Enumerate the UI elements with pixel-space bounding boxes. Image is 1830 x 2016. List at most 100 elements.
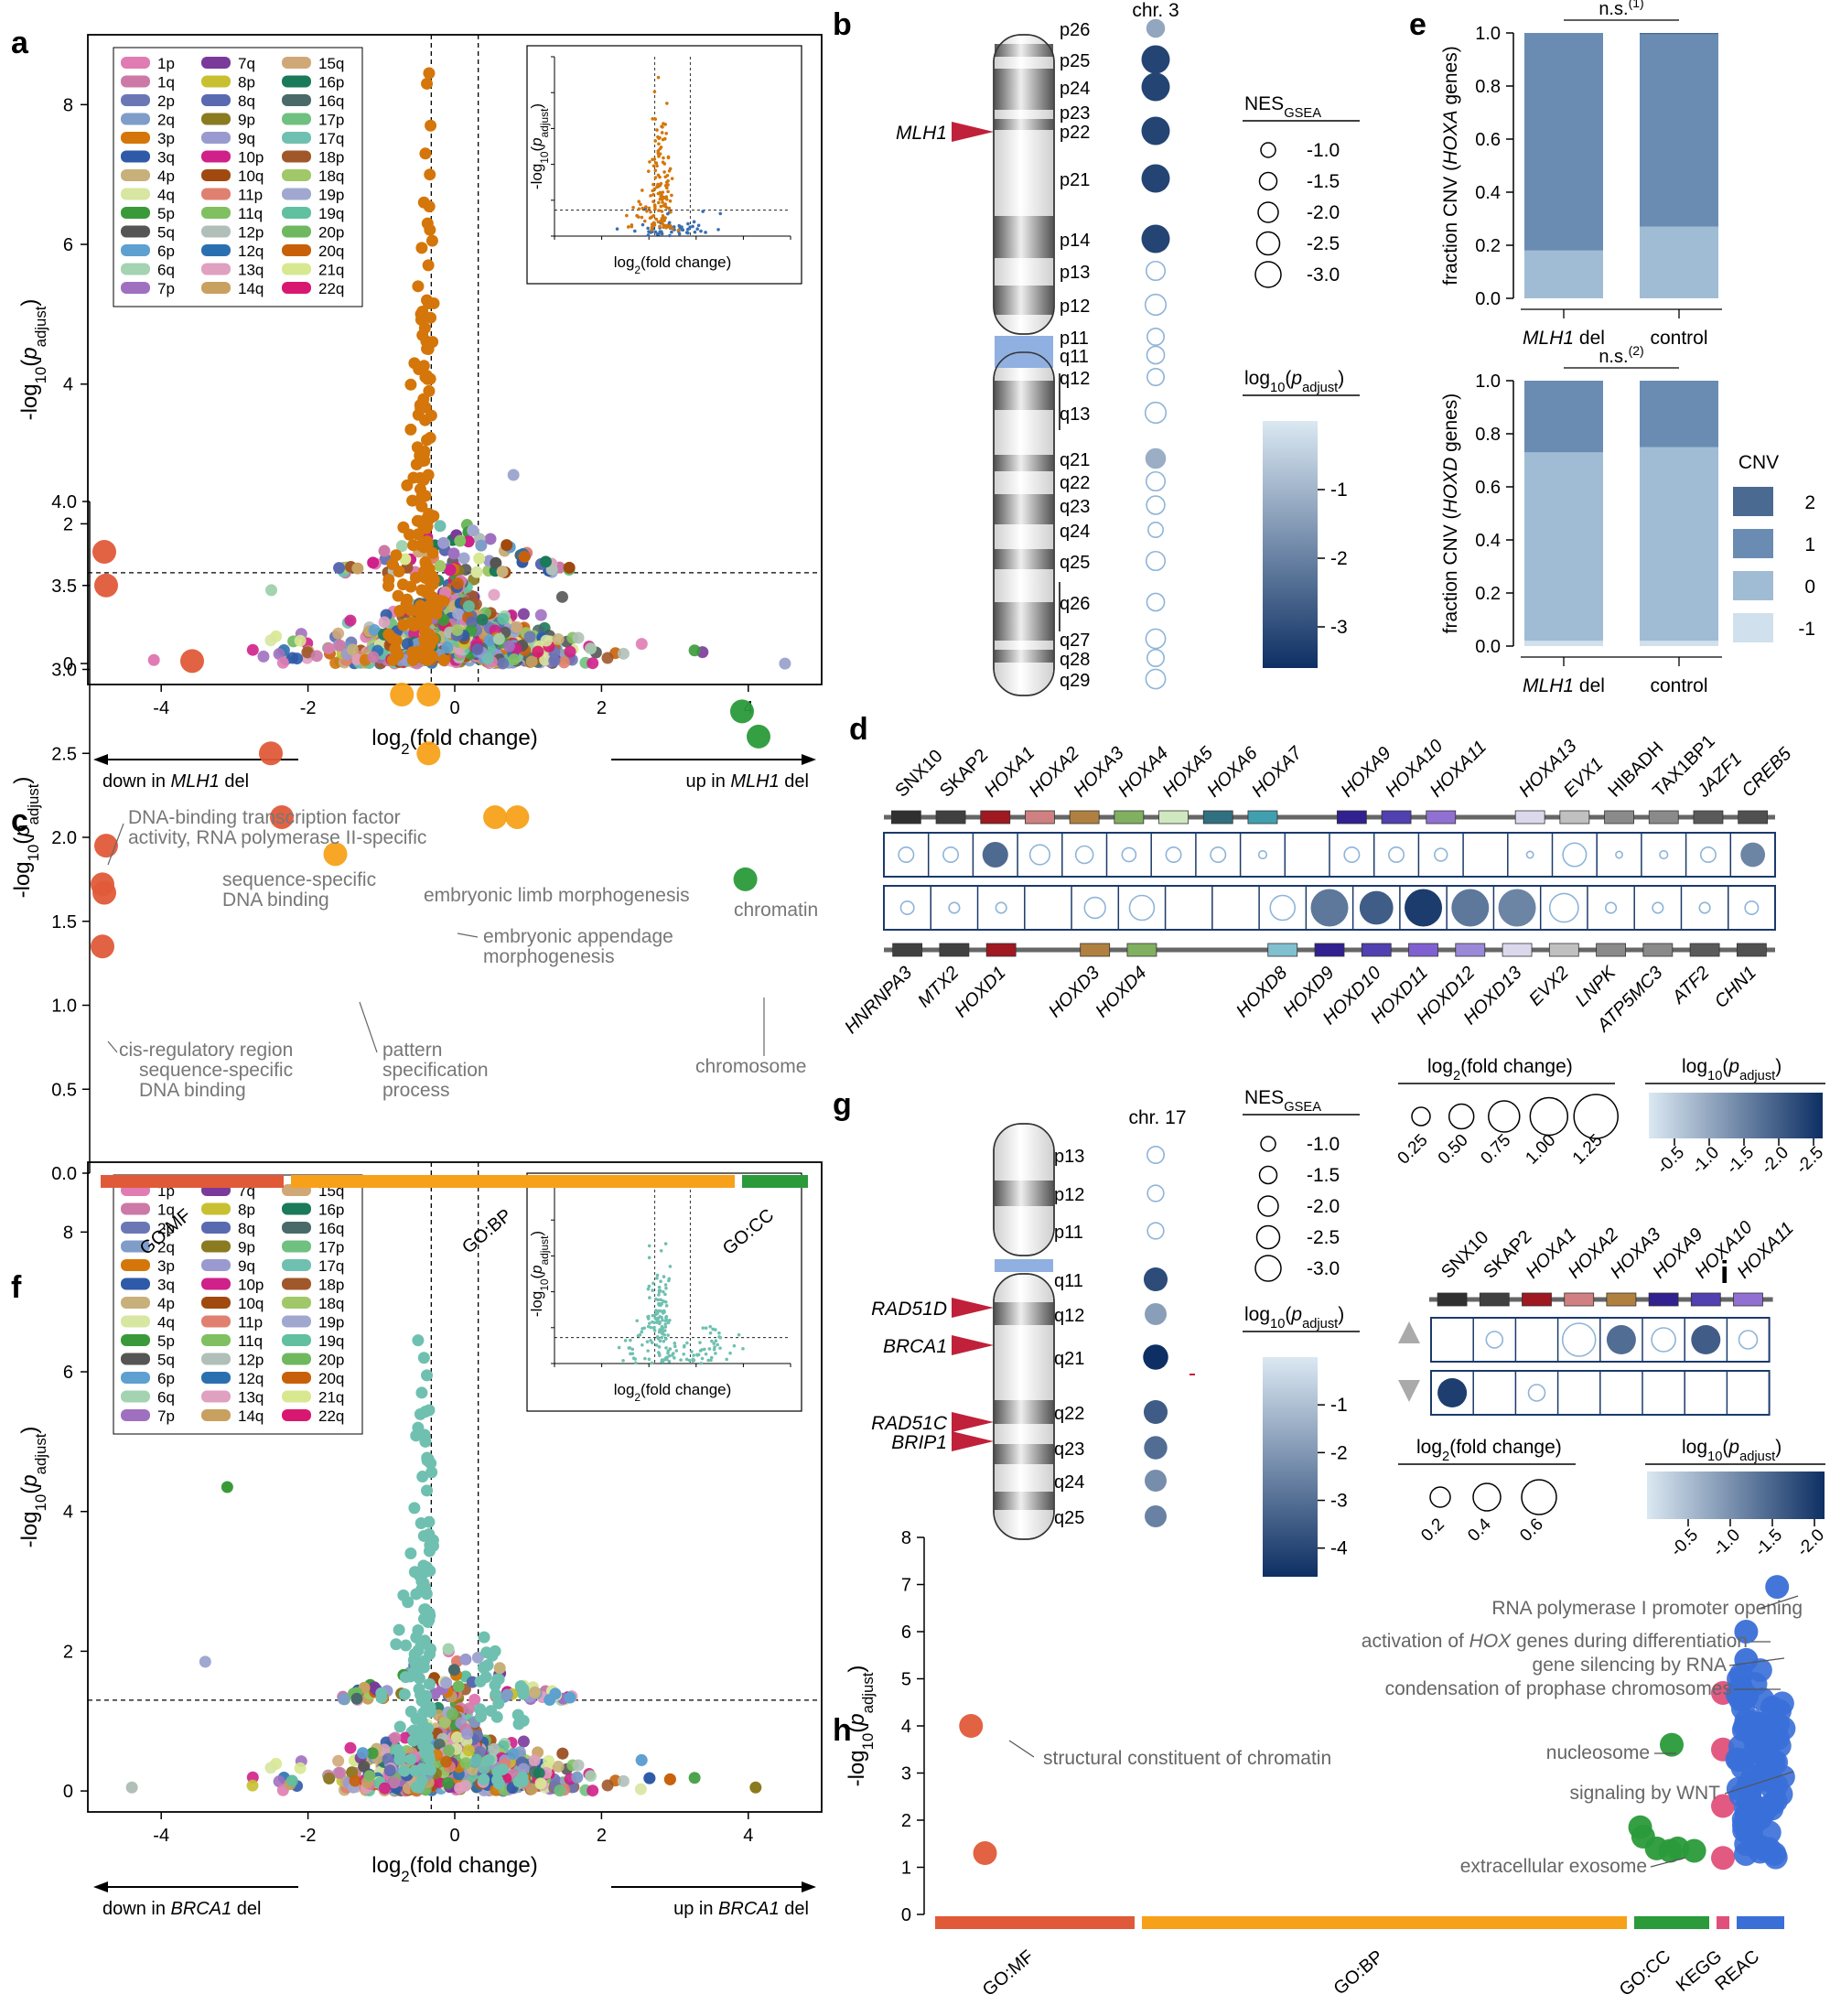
a-gene-point bbox=[475, 539, 488, 552]
h-ytick-label: 6 bbox=[901, 1623, 911, 1643]
c-term-point bbox=[259, 741, 283, 766]
f-xtick-label: 2 bbox=[597, 1826, 607, 1846]
a-highlight-point bbox=[422, 259, 435, 272]
f-inset-point bbox=[716, 1342, 719, 1347]
f-legend-label: 9q bbox=[238, 1257, 255, 1275]
f-inset-point bbox=[640, 1330, 644, 1334]
f-gene-point bbox=[442, 1643, 455, 1655]
d-fc-dot bbox=[1525, 850, 1534, 859]
a-inset-point bbox=[668, 223, 673, 228]
f-gene-point bbox=[454, 1782, 467, 1795]
a-gene-point bbox=[539, 653, 552, 666]
i-p-label: -1.0 bbox=[1709, 1525, 1744, 1560]
f-inset-point bbox=[714, 1339, 718, 1343]
i-fc-legend-label: 0.6 bbox=[1516, 1515, 1547, 1546]
a-highlight-point bbox=[422, 343, 435, 356]
b-band-label: q25 bbox=[1060, 553, 1090, 573]
b-nes-dot bbox=[1146, 367, 1166, 386]
a-outlier-point bbox=[265, 584, 277, 597]
a-gene-point bbox=[517, 608, 530, 620]
h-ytick-label: 5 bbox=[901, 1670, 911, 1690]
a-highlight-point bbox=[386, 558, 399, 571]
b-band-label: p14 bbox=[1060, 231, 1090, 251]
f-highlight-point bbox=[407, 1734, 420, 1747]
a-highlight-point bbox=[417, 196, 430, 209]
a-gene-point bbox=[444, 564, 457, 577]
a-inset-point bbox=[688, 225, 692, 229]
g-nes-dot bbox=[1145, 1505, 1167, 1527]
a-ytick-label: 6 bbox=[63, 235, 73, 255]
b-band-label: q24 bbox=[1060, 522, 1090, 542]
e1-sig-label: n.s.(1) bbox=[1599, 0, 1643, 19]
a-inset-point bbox=[651, 213, 656, 218]
a-inset-point bbox=[625, 213, 629, 218]
a-inset-point bbox=[657, 200, 661, 205]
a-inset-point bbox=[660, 131, 664, 135]
g-dark-band bbox=[995, 1400, 1053, 1424]
a-inset-point bbox=[631, 206, 635, 210]
b-nes-legend-label: -1.5 bbox=[1307, 171, 1340, 192]
a-gene-point bbox=[496, 566, 509, 578]
d-fc-dot bbox=[1744, 900, 1760, 915]
f-inset-point bbox=[704, 1352, 708, 1356]
a-inset-point bbox=[662, 170, 666, 174]
h-term-point bbox=[1756, 1735, 1781, 1760]
a-legend-swatch bbox=[282, 169, 311, 181]
f-legend-swatch bbox=[121, 1259, 150, 1271]
f-inset-point bbox=[661, 1318, 664, 1322]
f-legend-label: 16q bbox=[318, 1220, 344, 1237]
a-gene-point bbox=[587, 657, 599, 670]
f-inset-point bbox=[657, 1290, 662, 1294]
a-legend-label: 4p bbox=[157, 167, 175, 185]
b-dark-band bbox=[995, 494, 1053, 524]
f-legend-swatch bbox=[201, 1259, 231, 1271]
f-legend-swatch bbox=[121, 1278, 150, 1290]
b-nes-legend-circle bbox=[1258, 171, 1278, 191]
a-inset-point bbox=[704, 231, 707, 234]
f-legend-label: 6q bbox=[157, 1389, 175, 1407]
f-gene-point bbox=[587, 1784, 599, 1797]
b-p-label: -1 bbox=[1330, 480, 1348, 501]
d-gene-box bbox=[1689, 943, 1720, 957]
a-legend-label: 17q bbox=[318, 130, 344, 147]
a-legend-swatch bbox=[121, 169, 150, 181]
f-gene-point bbox=[501, 1688, 513, 1701]
a-highlight-point bbox=[404, 423, 417, 436]
d-bottom-gene-label: HOXD3 bbox=[1045, 963, 1103, 1021]
f-inset-point bbox=[659, 1279, 662, 1284]
d-gene-box bbox=[892, 943, 923, 957]
c-annotation: embryonic appendage bbox=[483, 926, 673, 947]
f-legend-swatch bbox=[282, 1390, 311, 1403]
f-inset-point bbox=[651, 1288, 654, 1292]
f-highlight-point bbox=[404, 1547, 417, 1560]
d-gene-box bbox=[1202, 810, 1233, 825]
f-gene-point bbox=[462, 1744, 475, 1757]
a-highlight-point bbox=[421, 538, 434, 551]
a-highlight-point bbox=[392, 589, 404, 602]
d-fc-dot bbox=[948, 901, 961, 914]
a-legend-label: 19q bbox=[318, 205, 344, 222]
f-legend-swatch bbox=[201, 1315, 231, 1328]
e-cnv-legend-label: 0 bbox=[1804, 577, 1815, 598]
f-legend-label: 10q bbox=[238, 1295, 264, 1312]
f-inset-point bbox=[701, 1326, 705, 1330]
f-legend-label: 6p bbox=[157, 1370, 175, 1387]
f-inset-point bbox=[649, 1338, 652, 1342]
f-highlight-point bbox=[422, 1452, 435, 1465]
c-annotation: cis-regulatory region bbox=[119, 1040, 293, 1061]
f-inset-point bbox=[682, 1352, 686, 1356]
a-inset-point bbox=[668, 199, 673, 203]
f-inset-point bbox=[646, 1315, 650, 1319]
c-annotation: DNA binding bbox=[222, 889, 329, 911]
h-term-point bbox=[959, 1714, 984, 1738]
a-gene-point bbox=[350, 652, 363, 665]
a-gene-point bbox=[518, 550, 531, 563]
a-inset-point bbox=[670, 230, 673, 234]
g-dark-band bbox=[995, 1259, 1053, 1272]
g-dark-band bbox=[995, 1492, 1053, 1510]
h-category-bar bbox=[1634, 1916, 1709, 1929]
e2-bar-segment bbox=[1640, 447, 1718, 641]
a-gene-point bbox=[470, 566, 483, 578]
f-legend-swatch bbox=[282, 1409, 311, 1421]
a-inset-point bbox=[658, 146, 662, 151]
